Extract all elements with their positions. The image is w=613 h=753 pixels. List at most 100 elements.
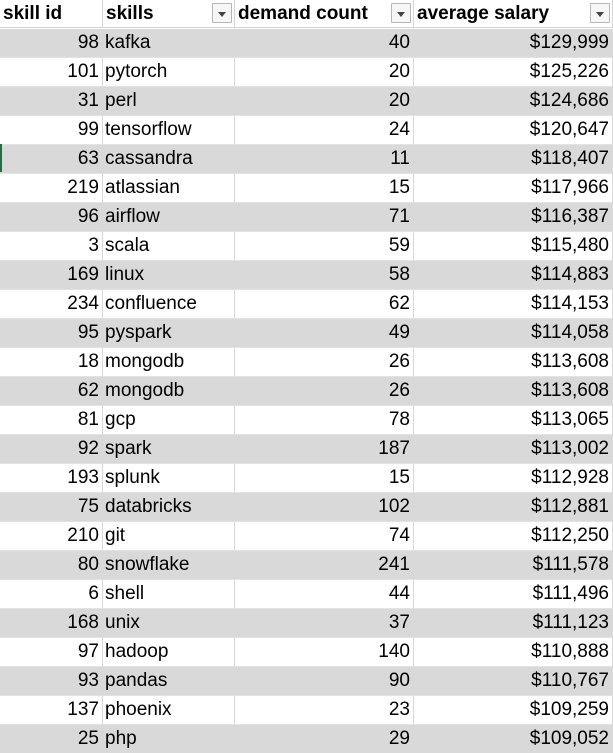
average-salary-cell[interactable]: $113,608 [414, 348, 613, 377]
skill-id-cell[interactable]: 31 [0, 87, 103, 116]
average-salary-cell[interactable]: $114,883 [414, 261, 613, 290]
skill-id-cell[interactable]: 3 [0, 232, 103, 261]
skill-name-cell[interactable]: git [103, 522, 235, 551]
skill-name-cell[interactable]: tensorflow [103, 116, 235, 145]
skill-id-cell[interactable]: 97 [0, 638, 103, 667]
demand-count-cell[interactable]: 26 [235, 377, 414, 406]
skill-name-cell[interactable]: confluence [103, 290, 235, 319]
demand-count-cell[interactable]: 15 [235, 174, 414, 203]
demand-count-cell[interactable]: 15 [235, 464, 414, 493]
header-skills[interactable]: skills [103, 0, 235, 28]
skill-id-cell[interactable]: 92 [0, 435, 103, 464]
skill-id-cell[interactable]: 137 [0, 696, 103, 725]
demand-count-cell[interactable]: 62 [235, 290, 414, 319]
demand-count-cell[interactable]: 71 [235, 203, 414, 232]
demand-count-cell[interactable]: 140 [235, 638, 414, 667]
demand-count-filter-button[interactable] [391, 3, 411, 23]
average-salary-cell[interactable]: $120,647 [414, 116, 613, 145]
skill-name-cell[interactable]: mongodb [103, 348, 235, 377]
demand-count-cell[interactable]: 11 [235, 145, 414, 174]
header-demand-count[interactable]: demand count [235, 0, 414, 28]
skill-name-cell[interactable]: phoenix [103, 696, 235, 725]
skill-name-cell[interactable]: airflow [103, 203, 235, 232]
skill-name-cell[interactable]: pyspark [103, 319, 235, 348]
skill-id-cell[interactable]: 193 [0, 464, 103, 493]
demand-count-cell[interactable]: 59 [235, 232, 414, 261]
demand-count-cell[interactable]: 29 [235, 725, 414, 753]
skill-name-cell[interactable]: gcp [103, 406, 235, 435]
average-salary-cell[interactable]: $114,058 [414, 319, 613, 348]
skill-id-cell[interactable]: 99 [0, 116, 103, 145]
skill-id-cell[interactable]: 95 [0, 319, 103, 348]
skill-id-cell[interactable]: 234 [0, 290, 103, 319]
demand-count-cell[interactable]: 241 [235, 551, 414, 580]
skill-name-cell[interactable]: cassandra [103, 145, 235, 174]
skill-name-cell[interactable]: mongodb [103, 377, 235, 406]
average-salary-cell[interactable]: $111,578 [414, 551, 613, 580]
average-salary-cell[interactable]: $118,407 [414, 145, 613, 174]
skill-name-cell[interactable]: pandas [103, 667, 235, 696]
demand-count-cell[interactable]: 90 [235, 667, 414, 696]
average-salary-cell[interactable]: $110,888 [414, 638, 613, 667]
skill-id-cell[interactable]: 210 [0, 522, 103, 551]
average-salary-cell[interactable]: $113,002 [414, 435, 613, 464]
skill-id-cell[interactable]: 168 [0, 609, 103, 638]
average-salary-filter-button[interactable] [590, 3, 610, 23]
demand-count-cell[interactable]: 49 [235, 319, 414, 348]
average-salary-cell[interactable]: $112,881 [414, 493, 613, 522]
demand-count-cell[interactable]: 187 [235, 435, 414, 464]
skill-id-cell[interactable]: 96 [0, 203, 103, 232]
average-salary-cell[interactable]: $115,480 [414, 232, 613, 261]
header-skill-id[interactable]: skill id [0, 0, 103, 28]
skill-name-cell[interactable]: scala [103, 232, 235, 261]
average-salary-cell[interactable]: $112,928 [414, 464, 613, 493]
demand-count-cell[interactable]: 58 [235, 261, 414, 290]
skill-id-cell[interactable]: 75 [0, 493, 103, 522]
skills-filter-button[interactable] [212, 3, 232, 23]
demand-count-cell[interactable]: 20 [235, 58, 414, 87]
skill-name-cell[interactable]: databricks [103, 493, 235, 522]
demand-count-cell[interactable]: 20 [235, 87, 414, 116]
skill-id-cell[interactable]: 80 [0, 551, 103, 580]
average-salary-cell[interactable]: $109,052 [414, 725, 613, 753]
average-salary-cell[interactable]: $124,686 [414, 87, 613, 116]
demand-count-cell[interactable]: 74 [235, 522, 414, 551]
average-salary-cell[interactable]: $109,259 [414, 696, 613, 725]
demand-count-cell[interactable]: 40 [235, 29, 414, 58]
skill-name-cell[interactable]: perl [103, 87, 235, 116]
header-average-salary[interactable]: average salary [414, 0, 613, 28]
average-salary-cell[interactable]: $111,123 [414, 609, 613, 638]
average-salary-cell[interactable]: $117,966 [414, 174, 613, 203]
average-salary-cell[interactable]: $113,065 [414, 406, 613, 435]
skill-name-cell[interactable]: shell [103, 580, 235, 609]
skill-id-cell[interactable]: 25 [0, 725, 103, 753]
skill-id-cell[interactable]: 219 [0, 174, 103, 203]
average-salary-cell[interactable]: $111,496 [414, 580, 613, 609]
skill-id-cell[interactable]: 63 [0, 145, 103, 174]
demand-count-cell[interactable]: 23 [235, 696, 414, 725]
demand-count-cell[interactable]: 37 [235, 609, 414, 638]
skill-name-cell[interactable]: hadoop [103, 638, 235, 667]
skill-id-cell[interactable]: 6 [0, 580, 103, 609]
demand-count-cell[interactable]: 44 [235, 580, 414, 609]
average-salary-cell[interactable]: $129,999 [414, 29, 613, 58]
skill-name-cell[interactable]: unix [103, 609, 235, 638]
average-salary-cell[interactable]: $113,608 [414, 377, 613, 406]
skill-id-cell[interactable]: 169 [0, 261, 103, 290]
skill-id-cell[interactable]: 98 [0, 29, 103, 58]
skill-name-cell[interactable]: snowflake [103, 551, 235, 580]
skill-name-cell[interactable]: php [103, 725, 235, 753]
average-salary-cell[interactable]: $112,250 [414, 522, 613, 551]
average-salary-cell[interactable]: $116,387 [414, 203, 613, 232]
skill-id-cell[interactable]: 18 [0, 348, 103, 377]
skill-name-cell[interactable]: linux [103, 261, 235, 290]
skill-id-cell[interactable]: 62 [0, 377, 103, 406]
skill-id-cell[interactable]: 93 [0, 667, 103, 696]
skill-name-cell[interactable]: kafka [103, 29, 235, 58]
demand-count-cell[interactable]: 24 [235, 116, 414, 145]
demand-count-cell[interactable]: 102 [235, 493, 414, 522]
skill-name-cell[interactable]: splunk [103, 464, 235, 493]
average-salary-cell[interactable]: $114,153 [414, 290, 613, 319]
skill-id-cell[interactable]: 81 [0, 406, 103, 435]
skill-name-cell[interactable]: atlassian [103, 174, 235, 203]
